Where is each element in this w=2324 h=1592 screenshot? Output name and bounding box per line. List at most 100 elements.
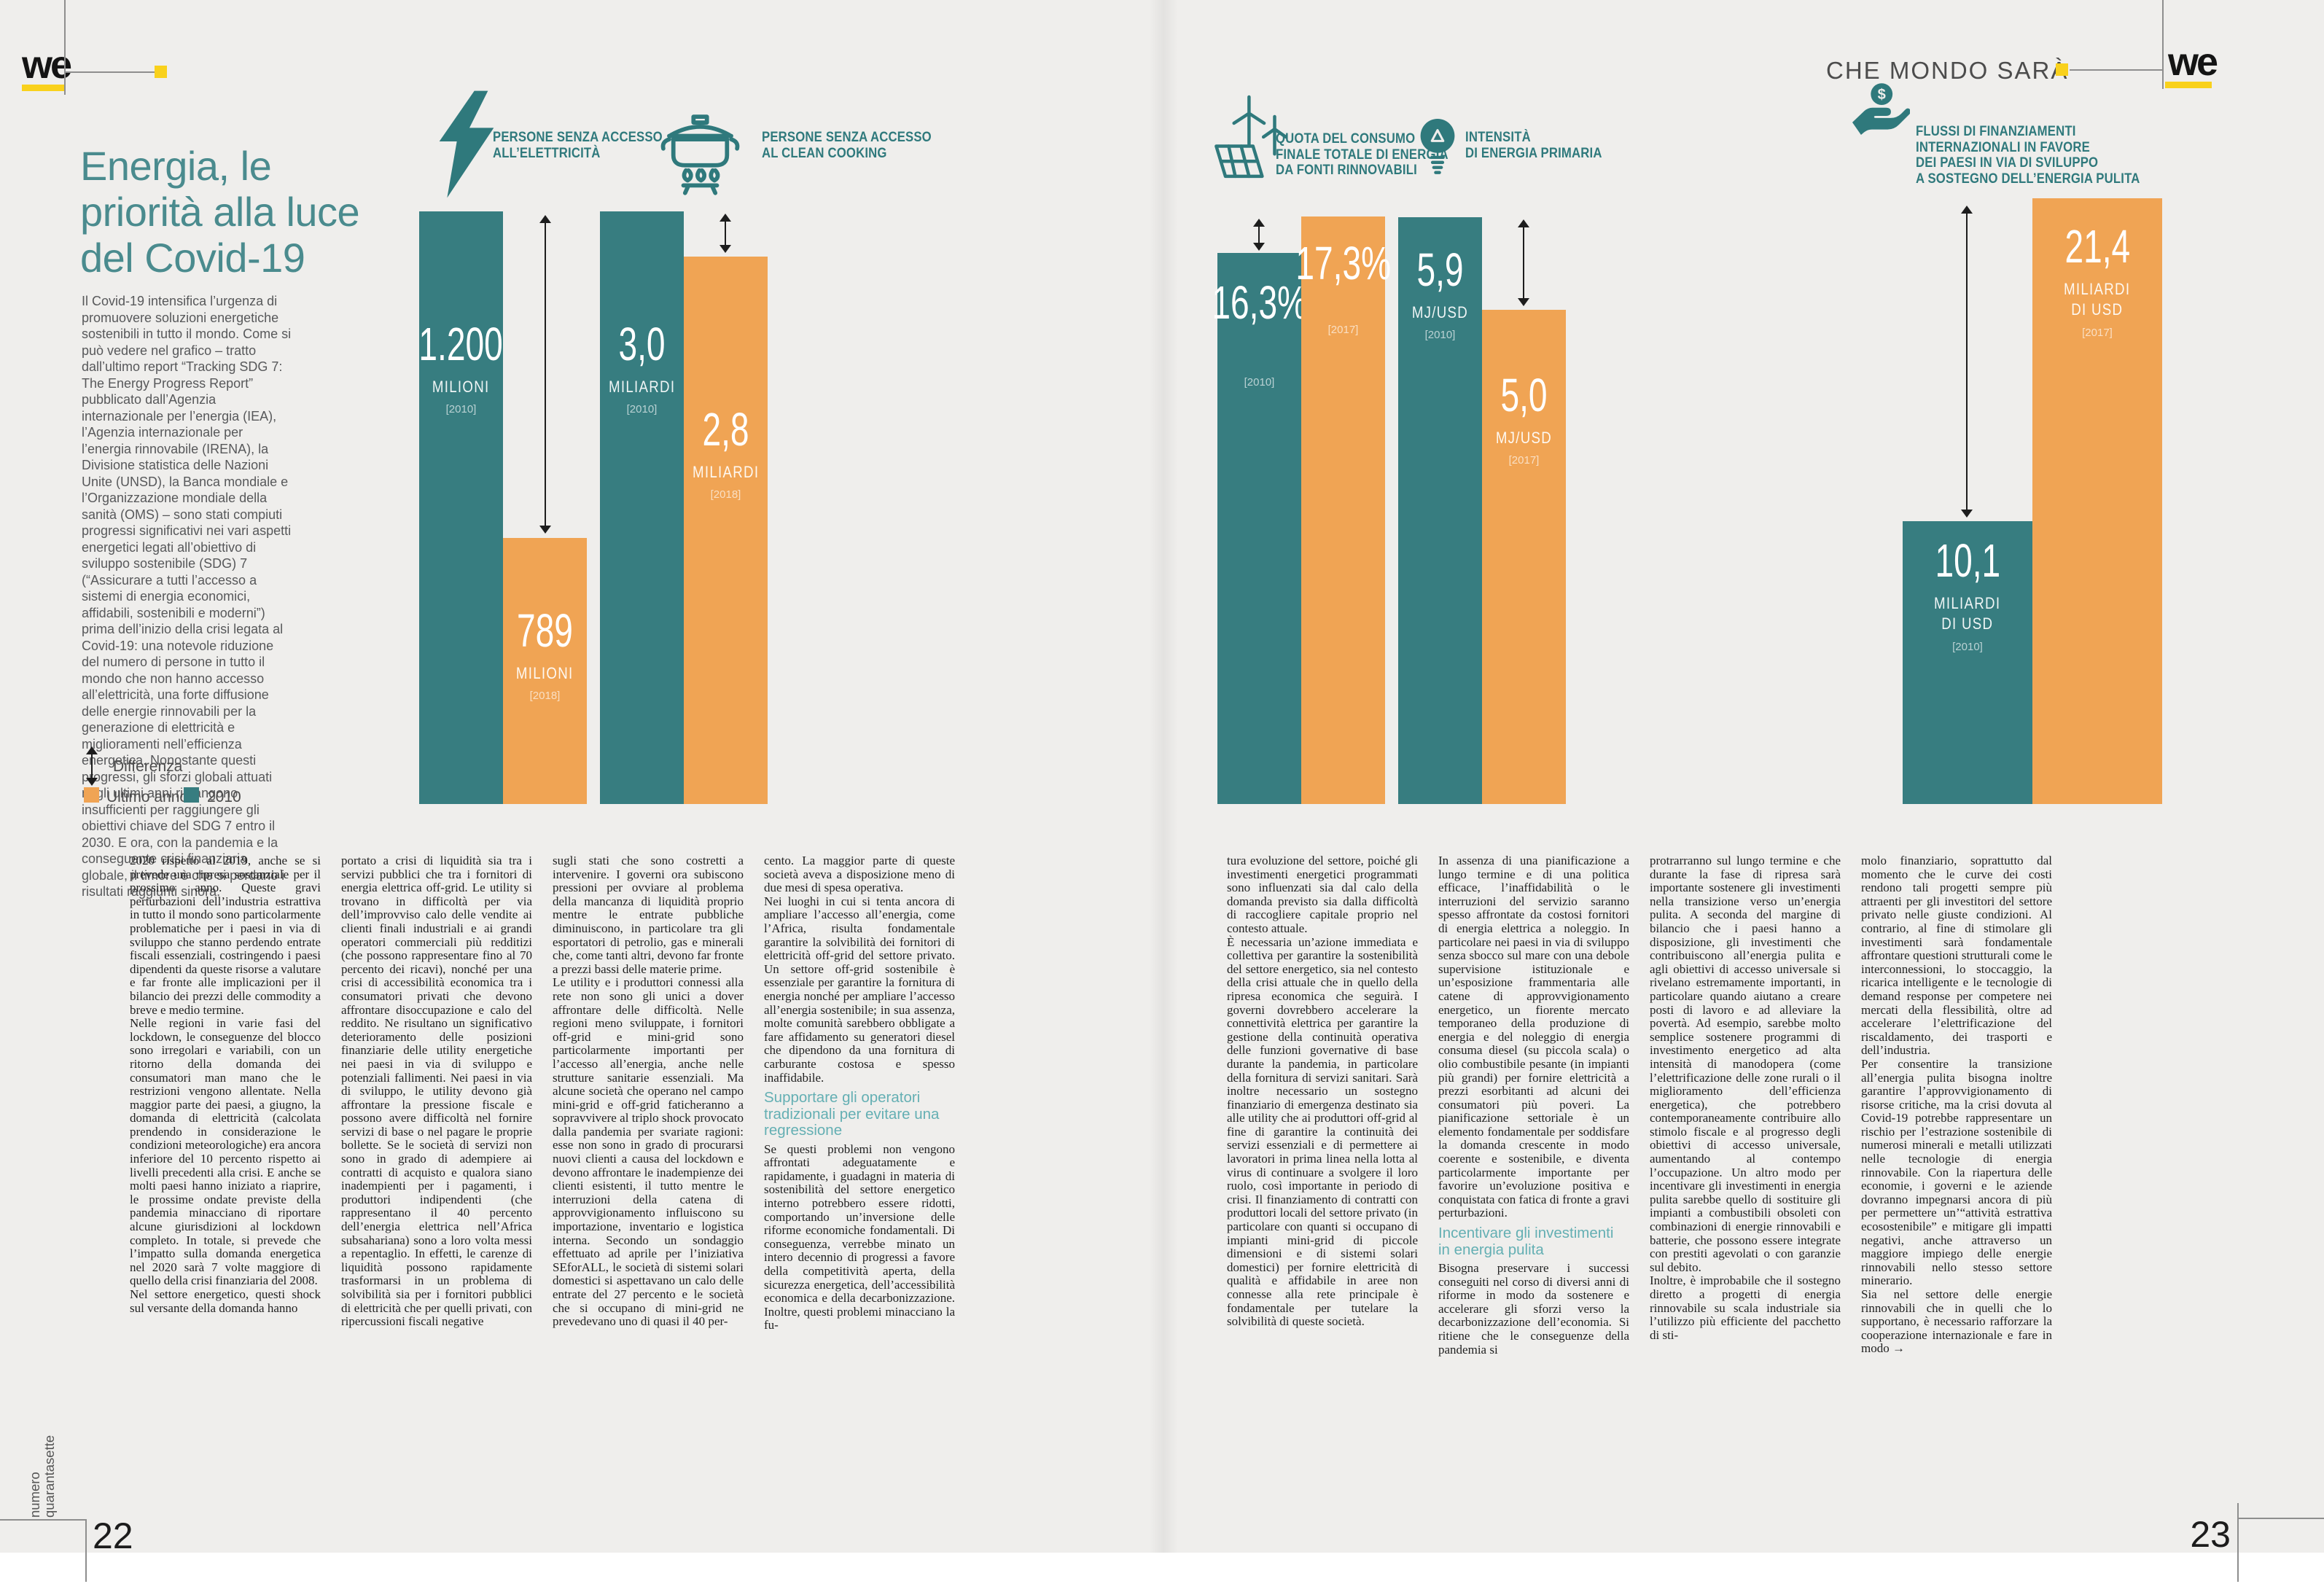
body-column: portato a crisi di liquidità sia tra i s… <box>341 854 532 1461</box>
bar-year: [2010] <box>1244 376 1275 389</box>
body-subheading: Incentivare gli investimenti in energia … <box>1438 1225 1614 1258</box>
chart-intensity-title: INTENSITÀ DI ENERGIA PRIMARIA <box>1465 130 1602 161</box>
chart-title-line: ALL’ELETTRICITÀ <box>493 145 601 161</box>
page-title-line: del Covid-19 <box>80 235 305 281</box>
body-paragraph: È necessaria un’azione immediata e colle… <box>1227 934 1418 1329</box>
page-title-line: priorità alla luce <box>80 189 360 235</box>
bar-unit: MILIARDI <box>2064 280 2131 298</box>
bar-year: [2010] <box>1424 329 1456 342</box>
bar-value: 5,0 <box>1500 369 1548 421</box>
wind-solar-icon <box>1214 95 1288 179</box>
bar-cooking-2010: 3,0 MILIARDI [2010] <box>600 211 684 804</box>
bar-intensity-2010: 5,9 MJ/USD [2010] <box>1398 217 1482 804</box>
legend-2010-swatch <box>184 787 199 803</box>
edition-label-line: quarantasette <box>41 1435 57 1518</box>
body-paragraph: sugli stati che sono costretti a interve… <box>553 854 744 976</box>
body-column: 2020 rispetto al 2019, anche se si preve… <box>130 854 321 1461</box>
body-paragraph: portato a crisi di liquidità sia tra i s… <box>341 854 532 1329</box>
chart-cooking-title: PERSONE SENZA ACCESSO AL CLEAN COOKING <box>762 130 932 161</box>
bar-value: 1.200 <box>418 318 504 370</box>
lightning-icon <box>439 90 494 198</box>
bar-electricity-latest: 789 MILIONI [2018] <box>503 538 587 804</box>
chart-title-line: PERSONE SENZA ACCESSO <box>493 130 663 145</box>
hand-coin-icon: $ <box>1852 83 1910 136</box>
page-number-right: 23 <box>2190 1514 2231 1555</box>
we-logo-right: we <box>2168 40 2218 84</box>
folio-corner-line-right <box>2237 1503 2239 1582</box>
chart-title-line: QUOTA DEL CONSUMO <box>1276 131 1416 147</box>
bar-year: [2017] <box>2082 326 2113 339</box>
folio-corner-line-left <box>0 1519 85 1521</box>
chart-title-line: DA FONTI RINNOVABILI <box>1276 163 1417 178</box>
body-paragraph: protrarranno sul lungo termine e che dur… <box>1650 854 1841 1274</box>
body-column: molo finanziario, soprattutto dal moment… <box>1861 854 2052 1461</box>
bar-year: [2010] <box>445 403 477 416</box>
legend-2010-label: 2010 <box>207 789 241 805</box>
edition-label-line: numero <box>27 1472 42 1518</box>
chart-title-line: INTERNAZIONALI IN FAVORE <box>1916 139 2090 155</box>
legend-difference-label: Differenza <box>113 758 183 775</box>
chart-title-line: DEI PAESI IN VIA DI SVILUPPO <box>1916 155 2099 171</box>
bar-value: 10,1 <box>1935 534 2000 587</box>
body-paragraph: Nel settore energetico, questi shock sul… <box>130 1287 321 1315</box>
body-paragraph: Nei luoghi in cui si tenta ancora di amp… <box>764 894 955 1085</box>
chart-title-line: PERSONE SENZA ACCESSO <box>762 130 932 145</box>
difference-arrow <box>720 214 731 253</box>
difference-arrow <box>539 215 551 534</box>
bar-year: [2017] <box>1327 324 1359 336</box>
body-paragraph: 2020 rispetto al 2019, anche se si preve… <box>130 854 321 1017</box>
body-column: In assenza di una pianificazione a lungo… <box>1438 854 1629 1461</box>
bar-unit: MILIONI <box>432 378 490 396</box>
header-left-vertical-rule <box>64 0 66 95</box>
body-paragraph: Le utility e i produttori connessi alla … <box>553 975 744 1329</box>
edition-label: numero quarantasette <box>27 1372 57 1518</box>
chart-finance-title: FLUSSI DI FINANZIAMENTI INTERNAZIONALI I… <box>1916 124 2140 187</box>
bar-cooking-latest: 2,8 MILIARDI [2018] <box>684 257 768 804</box>
body-subheading: Supportare gli operatori tradizionali pe… <box>764 1089 940 1139</box>
page-title: Energia, le priorità alla luce del Covid… <box>80 143 360 281</box>
body-paragraph: In assenza di una pianificazione a lungo… <box>1438 854 1629 1220</box>
chart-renewables-title: QUOTA DEL CONSUMO FINALE TOTALE DI ENERG… <box>1276 131 1448 179</box>
difference-arrow-icon <box>86 746 98 786</box>
bar-year: [2017] <box>1508 454 1540 467</box>
bar-value: 21,4 <box>2064 220 2130 273</box>
bar-unit2: DI USD <box>2071 300 2124 319</box>
body-column: sugli stati che sono costretti a interve… <box>553 854 744 1461</box>
body-paragraph: Bisogna preservare i successi conseguiti… <box>1438 1261 1629 1357</box>
chart-title-line: AL CLEAN COOKING <box>762 145 887 161</box>
bar-value: 3,0 <box>618 318 666 370</box>
body-paragraph: Inoltre, è improbabile che il sostegno d… <box>1650 1273 1841 1342</box>
header-right-horizontal-rule <box>2070 69 2162 71</box>
bar-unit: MILIONI <box>516 664 574 682</box>
intro-paragraph: Il Covid-19 intensifica l’urgenza di pro… <box>82 294 292 899</box>
page-number-left: 22 <box>93 1515 133 1556</box>
bar-finance-2010: 10,1 MILIARDI DI USD [2010] <box>1903 521 2032 804</box>
bar-value: 789 <box>517 604 573 657</box>
bar-intensity-latest: 5,0 MJ/USD [2017] <box>1482 310 1566 804</box>
bar-year: [2018] <box>710 488 741 502</box>
chart-title-line: FLUSSI DI FINANZIAMENTI <box>1916 124 2076 139</box>
body-paragraph: Se questi problemi non vengono affrontat… <box>764 1142 955 1332</box>
chart-title-line: A SOSTEGNO DELL’ENERGIA PULITA <box>1916 171 2140 187</box>
chart-electricity-title: PERSONE SENZA ACCESSO ALL’ELETTRICITÀ <box>493 130 663 161</box>
bar-value: 17,3% <box>1295 237 1391 289</box>
bar-unit: MJ/USD <box>1495 429 1553 447</box>
chart-title-line: DI ENERGIA PRIMARIA <box>1465 145 1602 161</box>
bar-renewables-latest: 17,3% [2017] <box>1295 216 1391 804</box>
body-paragraph: Sia nel settore delle energie rinnovabil… <box>1861 1287 2052 1356</box>
body-column: protrarranno sul lungo termine e che dur… <box>1650 854 1841 1461</box>
bar-unit: MILIARDI <box>608 378 676 396</box>
bar-year: [2018] <box>529 690 561 703</box>
header-right-yellow-square <box>2056 63 2068 76</box>
bar-finance-latest: 21,4 MILIARDI DI USD [2017] <box>2032 198 2162 804</box>
difference-arrow <box>1253 219 1265 251</box>
body-paragraph: tura evoluzione del settore, poiché gli … <box>1227 854 1418 935</box>
header-left-horizontal-rule <box>64 71 155 73</box>
bar-value: 16,3% <box>1212 276 1307 329</box>
svg-text:$: $ <box>1878 87 1886 103</box>
we-logo-left: we <box>22 43 72 87</box>
we-logo-right-underline <box>2165 82 2212 88</box>
bar-year: [2010] <box>626 403 658 416</box>
legend-last-year-label: Ultimo anno <box>106 789 189 805</box>
we-logo-left-underline <box>22 85 64 91</box>
